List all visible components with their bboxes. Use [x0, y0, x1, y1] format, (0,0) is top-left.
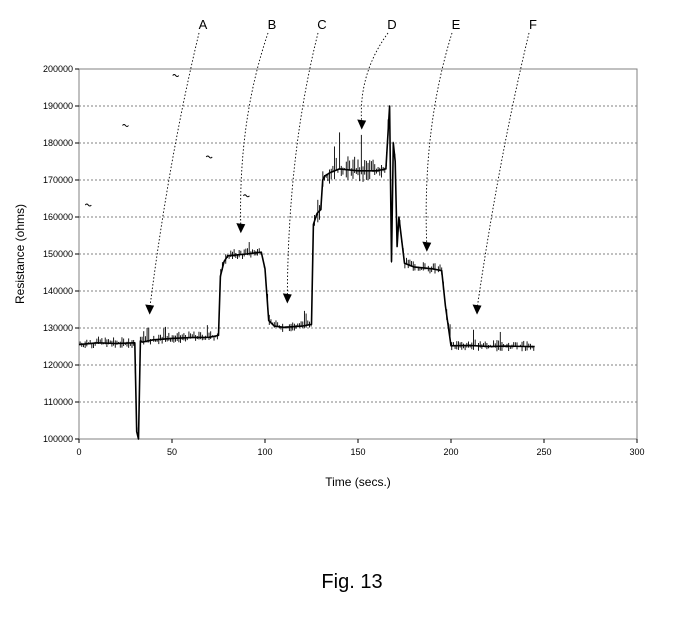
annotation-label: B — [268, 17, 277, 32]
annotation-arrow — [149, 32, 200, 309]
arrow-head — [472, 304, 482, 315]
x-tick-label: 200 — [443, 447, 458, 457]
annotation-label: A — [199, 17, 208, 32]
stray-marks — [84, 74, 250, 207]
arrow-head — [357, 119, 367, 130]
y-tick-label: 120000 — [43, 360, 73, 370]
annotation-arrow — [425, 32, 453, 247]
arrow-head — [145, 304, 155, 315]
x-tick-label: 50 — [167, 447, 177, 457]
annotation-arrow — [476, 32, 530, 309]
x-axis-label: Time (secs.) — [325, 475, 391, 489]
x-tick-label: 250 — [536, 447, 551, 457]
stray-mark — [84, 203, 92, 207]
y-tick-label: 180000 — [43, 138, 73, 148]
x-tick-label: 150 — [350, 447, 365, 457]
x-tick-label: 0 — [76, 447, 81, 457]
x-axis-ticks: 0 50 100 150 200 250 300 — [76, 439, 645, 457]
annotation-arrow — [286, 32, 319, 298]
annotation-label: D — [387, 17, 396, 32]
y-axis-ticks: 100000 110000 120000 130000 140000 150000 1600… — [43, 64, 79, 444]
arrow-head — [282, 293, 292, 304]
y-tick-label: 190000 — [43, 101, 73, 111]
arrow-head — [236, 223, 246, 234]
y-tick-label: 140000 — [43, 286, 73, 296]
stray-mark — [172, 74, 180, 78]
y-tick-label: 200000 — [43, 64, 73, 74]
gridlines — [79, 105, 637, 403]
stray-mark — [122, 124, 129, 127]
plot-frame — [78, 68, 638, 440]
annotation-label: C — [317, 17, 326, 32]
annotation-label: F — [529, 17, 537, 32]
y-tick-label: 150000 — [43, 249, 73, 259]
arrow-head — [422, 241, 432, 252]
annotation-arrows: A B C D E F — [145, 17, 537, 315]
stray-mark — [243, 194, 250, 198]
y-tick-label: 100000 — [43, 434, 73, 444]
stray-mark — [205, 155, 213, 159]
series-noise-spikes — [79, 114, 535, 434]
y-tick-label: 130000 — [43, 323, 73, 333]
annotation-label: E — [452, 17, 461, 32]
y-tick-label: 110000 — [44, 397, 73, 407]
annotation-arrow — [240, 32, 269, 228]
y-tick-label: 160000 — [43, 212, 73, 222]
y-axis-label: Resistance (ohms) — [13, 204, 27, 304]
x-tick-label: 300 — [629, 447, 644, 457]
figure-caption: Fig. 13 — [321, 571, 382, 593]
x-tick-label: 100 — [257, 447, 272, 457]
y-tick-label: 170000 — [43, 175, 73, 185]
